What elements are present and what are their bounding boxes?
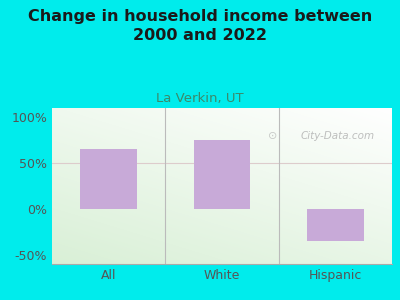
Text: ⊙: ⊙ [268,131,278,141]
Text: City-Data.com: City-Data.com [300,131,374,141]
Text: La Verkin, UT: La Verkin, UT [156,92,244,104]
Bar [80,149,137,209]
Bar [194,140,250,209]
Bar [307,209,364,241]
Text: Change in household income between
2000 and 2022: Change in household income between 2000 … [28,9,372,43]
